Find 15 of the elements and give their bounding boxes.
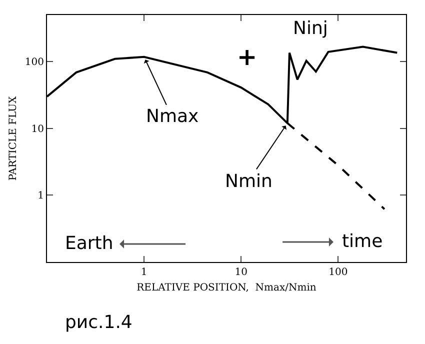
annotation: Nmin (225, 171, 272, 192)
y-tick-label: 10 (31, 124, 44, 135)
annotation: Ninj (293, 18, 328, 39)
x-tick-label: 10 (234, 267, 248, 278)
y-tick-label: 1 (38, 190, 44, 202)
text: рис.1.4 (65, 312, 132, 333)
annotation: + (237, 43, 258, 71)
y-tick-label: 100 (24, 57, 44, 68)
annotation: time (342, 231, 383, 252)
annotation: Nmax (146, 106, 200, 127)
x-tick-label: 1 (140, 267, 148, 278)
annotation: Earth (65, 233, 114, 254)
x-tick-label: 100 (328, 267, 348, 278)
y-axis-title: PARTICLE FLUX (8, 95, 19, 181)
x-axis-title: RELATIVE POSITION, Nmax/Nmin (136, 282, 317, 294)
